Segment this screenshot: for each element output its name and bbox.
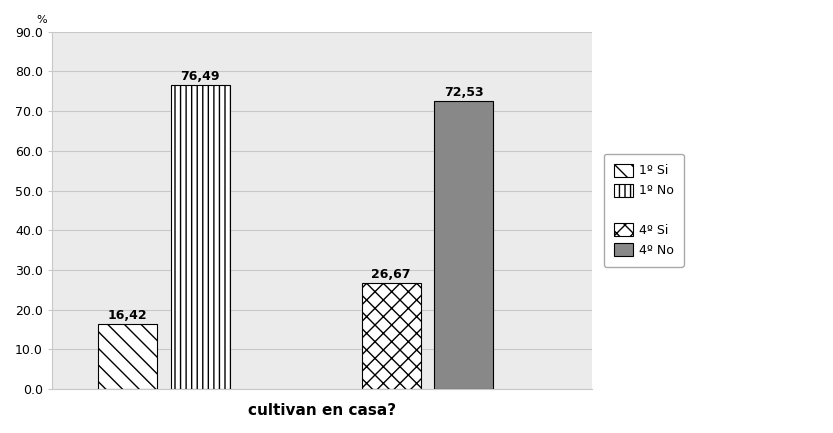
Bar (98, 324, 157, 389)
Text: 26,67: 26,67 (372, 268, 411, 281)
Bar (171, 85, 230, 389)
Text: 76,49: 76,49 (181, 70, 220, 83)
Bar (434, 101, 493, 389)
X-axis label: cultivan en casa?: cultivan en casa? (248, 403, 397, 418)
Bar (362, 283, 421, 389)
Text: 72,53: 72,53 (444, 86, 483, 99)
Text: 16,42: 16,42 (108, 309, 147, 322)
Legend: 1º Si, 1º No, , 4º Si, 4º No: 1º Si, 1º No, , 4º Si, 4º No (604, 154, 684, 267)
Text: %: % (36, 15, 47, 25)
